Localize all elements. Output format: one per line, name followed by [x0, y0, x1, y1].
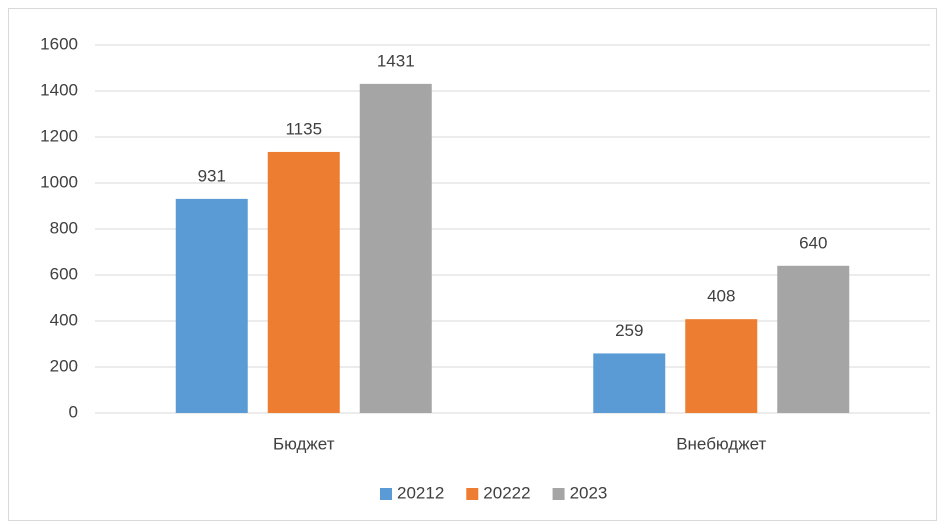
y-tick-label: 1200	[40, 126, 78, 145]
y-tick-label: 1600	[40, 34, 78, 53]
data-label: 640	[799, 233, 827, 252]
x-tick-label: Внебюджет	[676, 434, 766, 453]
y-tick-label: 1400	[40, 80, 78, 99]
data-label: 1431	[377, 51, 415, 70]
bar	[175, 198, 248, 413]
bar	[593, 353, 666, 413]
bar	[267, 151, 340, 413]
legend-swatch	[552, 488, 565, 500]
legend-swatch	[380, 488, 392, 500]
legend-label: 20222	[483, 483, 530, 502]
bar	[685, 319, 758, 413]
data-label: 1135	[285, 119, 322, 138]
x-tick-label: Бюджет	[273, 434, 335, 453]
bar	[777, 265, 850, 413]
y-tick-label: 400	[50, 310, 78, 329]
y-tick-label: 200	[50, 356, 78, 375]
chart-border	[8, 8, 937, 521]
legend-label: 2023	[570, 483, 608, 502]
legend-label: 20212	[397, 483, 444, 502]
data-label: 408	[707, 287, 735, 306]
bar	[359, 83, 432, 414]
y-tick-label: 800	[50, 218, 78, 237]
data-label: 259	[615, 321, 643, 340]
data-label: 931	[198, 166, 226, 185]
y-tick-label: 0	[69, 402, 78, 421]
y-tick-label: 1000	[40, 172, 78, 191]
y-tick-label: 600	[50, 264, 78, 283]
legend-swatch	[466, 488, 479, 500]
